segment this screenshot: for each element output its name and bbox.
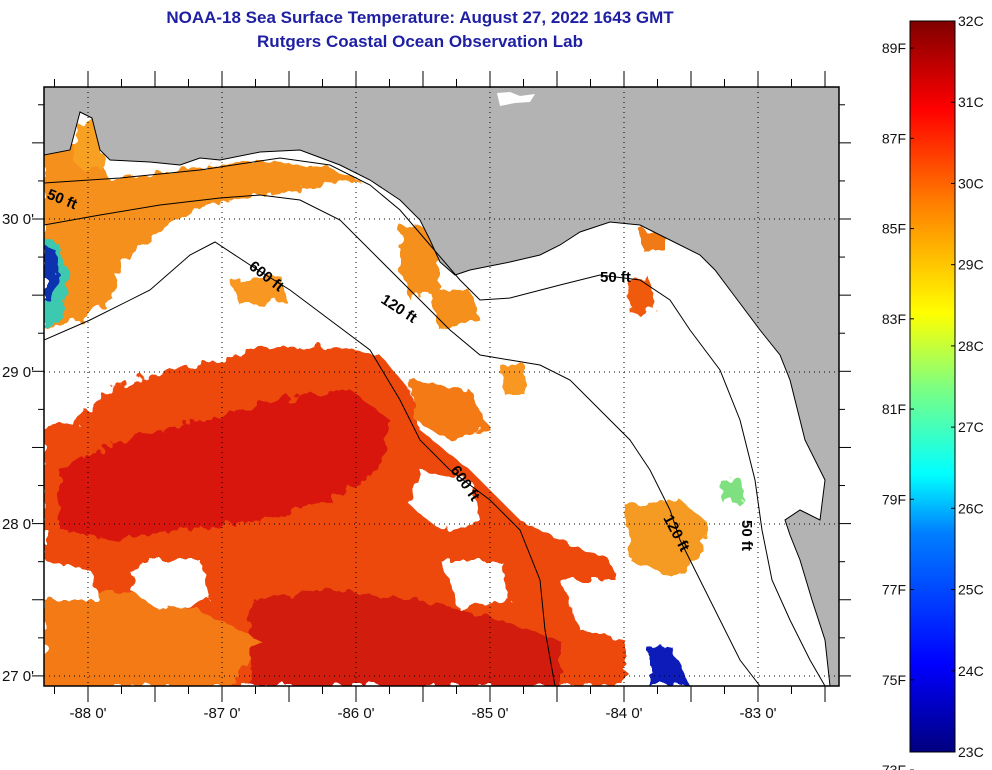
y-axis-labels: 30 0' 29 0' 28 0' 27 0' [2, 211, 34, 685]
colorbar-celsius-label: 28C [958, 338, 984, 354]
x-axis-labels: -88 0' -87 0' -86 0' -85 0' -84 0' -83 0… [69, 705, 776, 722]
colorbar-fahrenheit-label: 89F [882, 40, 906, 56]
x-tick-label: -83 0' [739, 705, 776, 722]
x-tick-label: -86 0' [337, 705, 374, 722]
colorbar: 89F 87F 85F 83F 81F 79F 77F 75F 73F 32C 31C 30C 29C… [882, 13, 984, 770]
map-title: NOAA-18 Sea Surface Temperature: August … [166, 8, 674, 27]
colorbar-celsius-label: 30C [958, 175, 984, 191]
map-subtitle: Rutgers Coastal Ocean Observation Lab [257, 32, 583, 51]
contour-label-50ft-bigbend: 50 ft [600, 269, 631, 286]
colorbar-celsius-label: 29C [958, 257, 984, 273]
map-frame [43, 86, 840, 687]
sst-patch-mid-1 [410, 380, 490, 440]
colorbar-fahrenheit-label: 85F [882, 221, 906, 237]
sst-patch-mid-3 [430, 290, 480, 330]
colorbar-celsius-label: 32C [958, 13, 984, 29]
land-mass [44, 87, 839, 686]
colorbar-fahrenheit-label: 79F [882, 491, 906, 507]
sst-patch-nw-coastal [44, 140, 360, 330]
y-tick-label: 30 0' [2, 211, 34, 228]
colorbar-celsius-label: 23C [958, 744, 984, 760]
sst-patch-cool-east [720, 478, 745, 502]
sst-patch-mid-5 [500, 365, 525, 395]
colorbar-fahrenheit-label: 75F [882, 672, 906, 688]
sst-patch-mid-4 [230, 275, 285, 305]
colorbar-celsius-labels: 32C 31C 30C 29C 28C 27C 26C 25C 24C 23C [951, 13, 984, 760]
contour-label-50ft-south: 50 ft [738, 520, 755, 551]
cloud-gap-2 [410, 470, 480, 530]
inland-lake [497, 92, 535, 106]
colorbar-fahrenheit-label: 81F [882, 401, 906, 417]
x-tick-label: -88 0' [69, 705, 106, 722]
colorbar-celsius-label: 26C [958, 500, 984, 516]
sst-patch-sw-orange [44, 590, 260, 686]
cloud-gap-4 [44, 560, 100, 600]
contour-600ft [44, 241, 556, 686]
colorbar-celsius-label: 27C [958, 419, 984, 435]
colorbar-gradient-bar [909, 20, 956, 753]
sst-patch-south-hot [250, 590, 560, 686]
colorbar-celsius-label: 31C [958, 94, 984, 110]
sst-patch-shelf-east [625, 500, 705, 575]
colorbar-fahrenheit-label: 87F [882, 130, 906, 146]
y-tick-label: 29 0' [2, 364, 34, 381]
cloud-gap-3 [440, 560, 510, 610]
sst-patch-mid-2 [400, 225, 440, 300]
colorbar-fahrenheit-label: 73F [882, 762, 906, 770]
sst-patch-apalachee [640, 230, 665, 250]
y-tick-label: 27 0' [2, 668, 34, 685]
map-panel: 50 ft 600 ft 120 ft 50 ft 600 ft 120 ft … [44, 87, 839, 686]
x-tick-label: -84 0' [605, 705, 642, 722]
sst-data-layer [44, 118, 745, 686]
x-tick-label: -85 0' [471, 705, 508, 722]
sst-patch-nw-cold [44, 245, 60, 300]
sst-patch-cedar-key [625, 278, 655, 315]
cloud-gap-5 [560, 580, 625, 640]
cloud-gap-1 [130, 560, 210, 610]
x-tick-label: -87 0' [203, 705, 240, 722]
contour-50ft [44, 157, 826, 686]
colorbar-fahrenheit-label: 77F [882, 582, 906, 598]
colorbar-fahrenheit-label: 83F [882, 311, 906, 327]
y-tick-label: 28 0' [2, 516, 34, 533]
colorbar-fahrenheit-labels: 89F 87F 85F 83F 81F 79F 77F 75F 73F [882, 40, 914, 770]
contour-120ft [44, 194, 761, 686]
axis-ticks [32, 71, 851, 702]
sst-patch-core-hot [60, 390, 390, 540]
colorbar-celsius-label: 25C [958, 582, 984, 598]
colorbar-celsius-label: 24C [958, 663, 984, 679]
